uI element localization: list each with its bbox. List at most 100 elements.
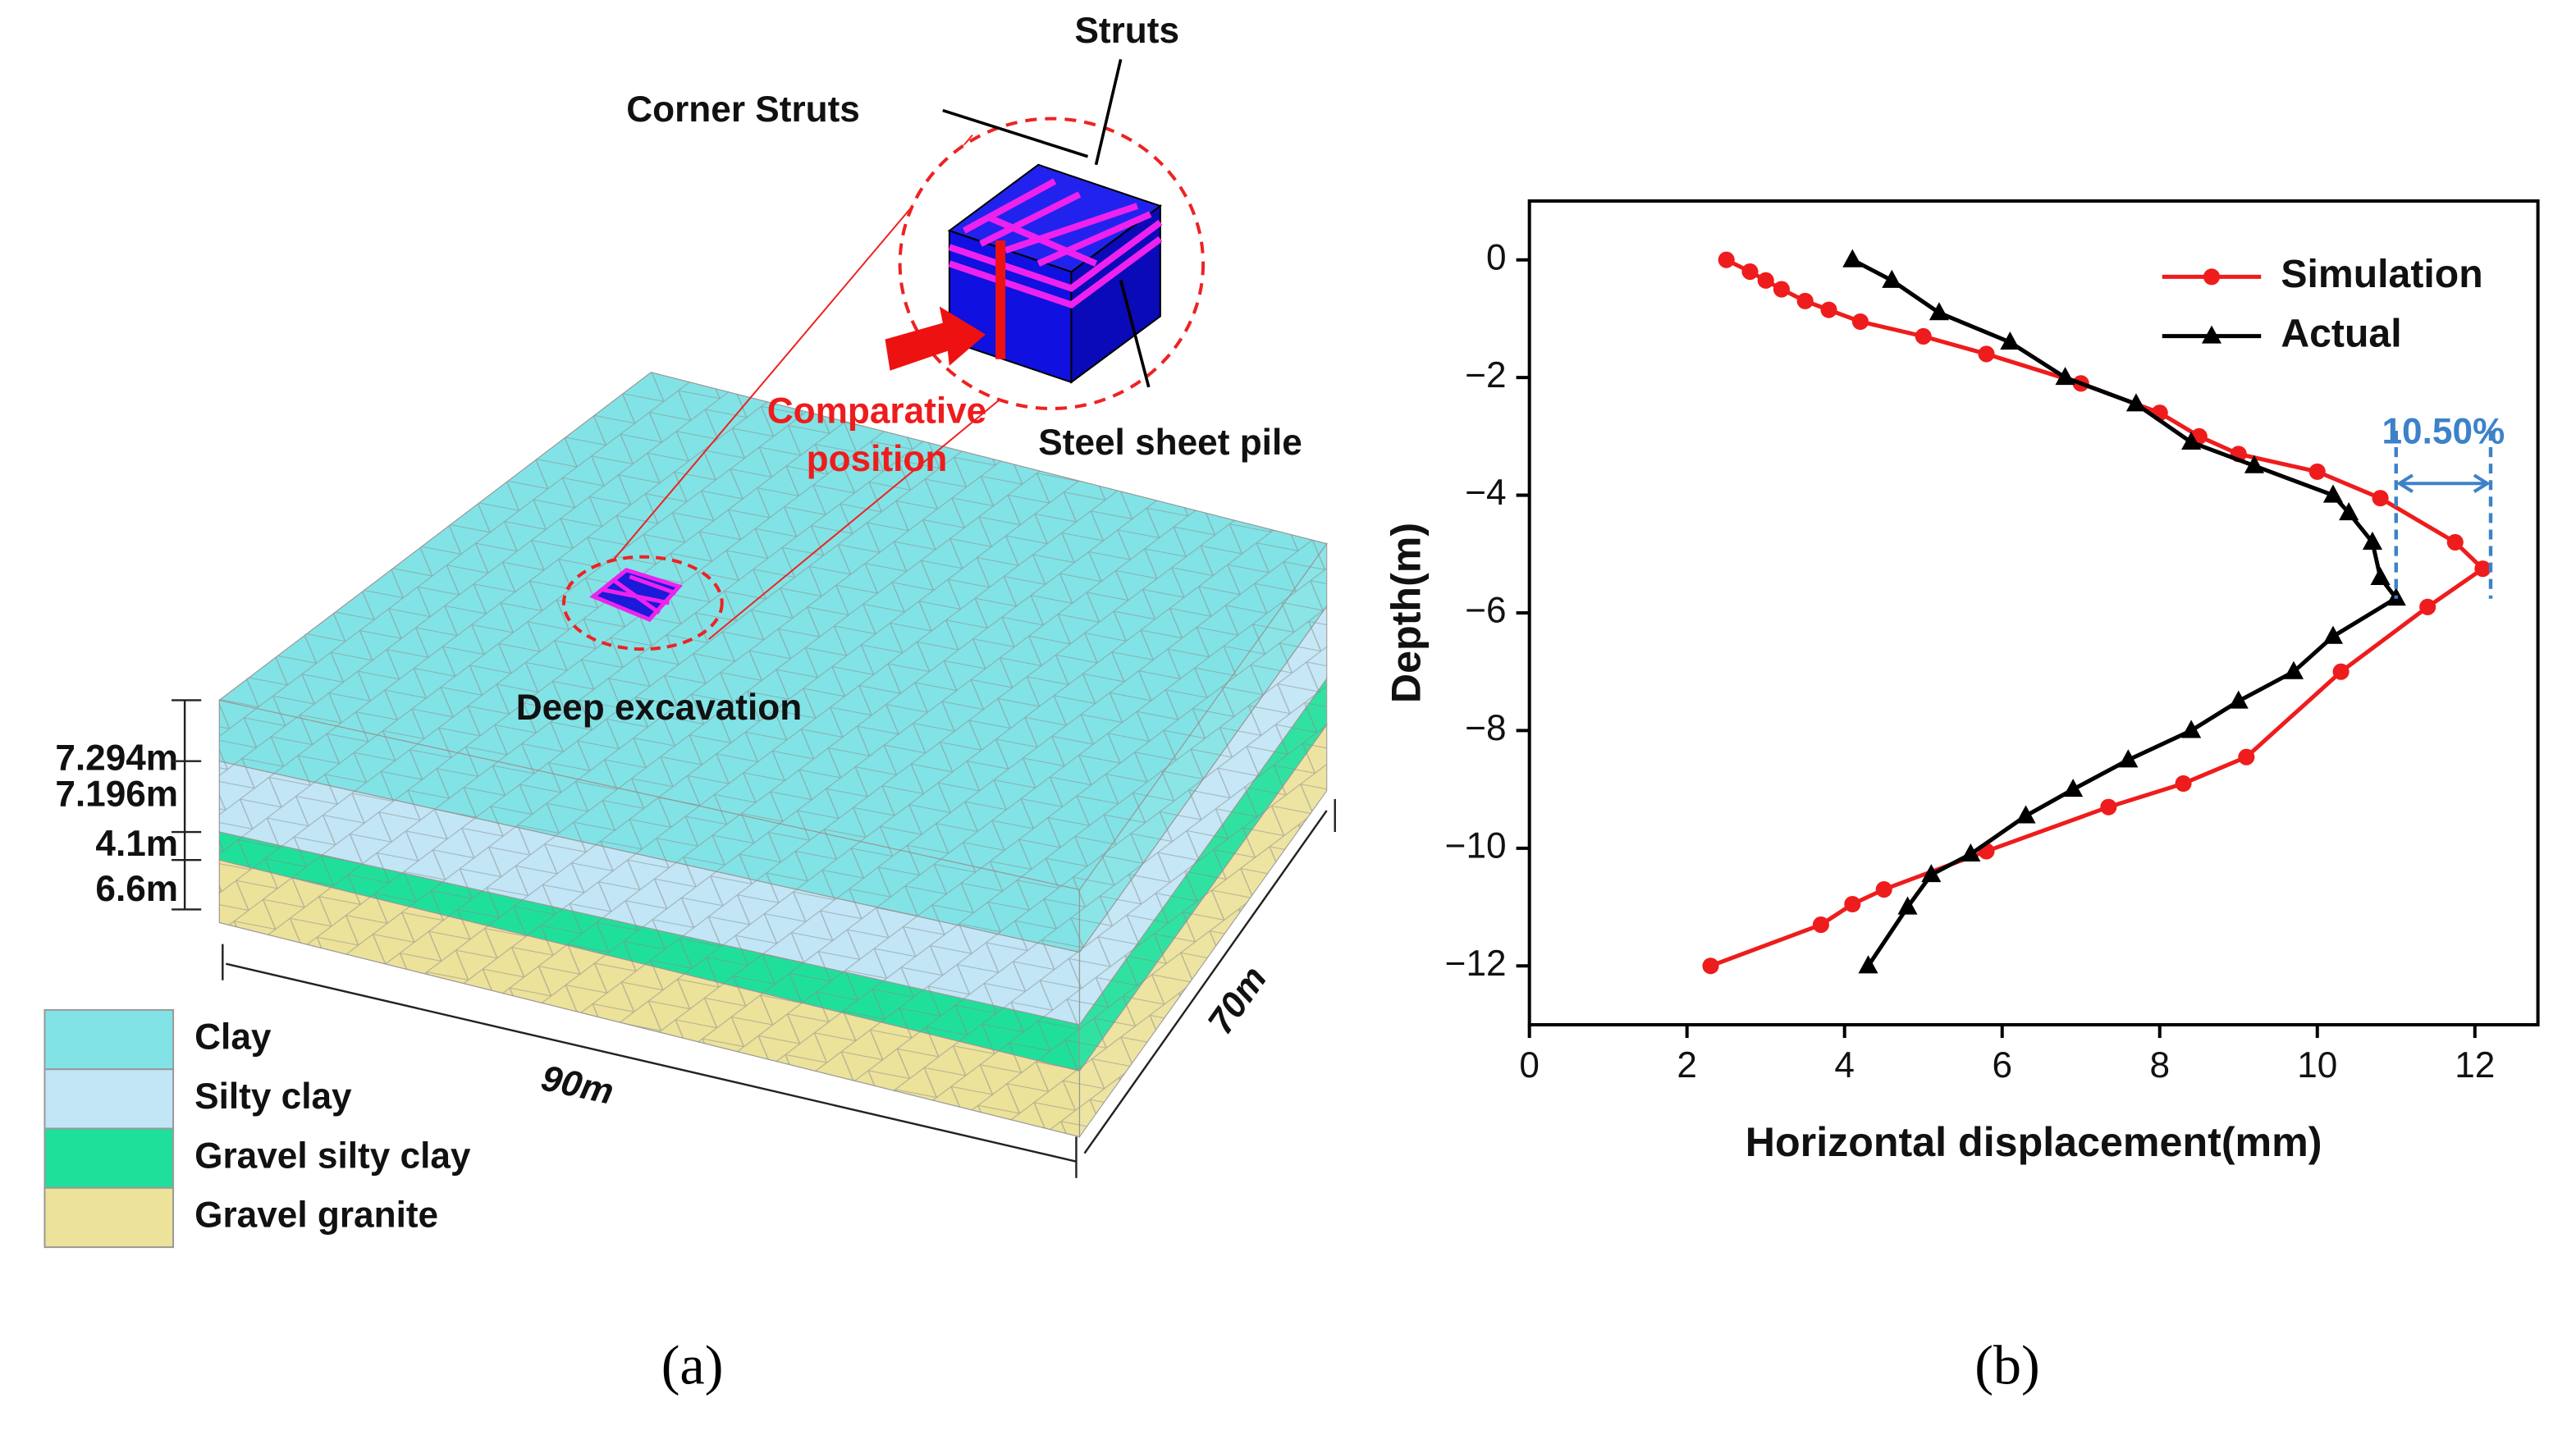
dimension-line: [172, 699, 202, 911]
y-tick-label: −8: [1465, 708, 1506, 748]
data-point: [2063, 779, 2084, 797]
data-point: [1741, 263, 1759, 281]
x-tick-label: 6: [1992, 1045, 2012, 1085]
label: Struts: [1074, 11, 1179, 51]
data-point: [2203, 268, 2221, 286]
data-point: [2000, 331, 2020, 350]
legend-swatch: [43, 1127, 175, 1189]
data-point: [1773, 281, 1790, 298]
data-point: [1844, 895, 1861, 913]
data-point: [2100, 798, 2117, 816]
data-point: [2446, 533, 2464, 551]
data-point: [2125, 393, 2146, 412]
legend-label: Silty clay: [194, 1076, 352, 1117]
caption: (a): [661, 1333, 724, 1396]
dimension: 70m: [1201, 959, 1275, 1042]
annotation-text: 10.50%: [2382, 412, 2505, 452]
y-tick-label: −6: [1465, 591, 1506, 631]
x-tick-label: 0: [1519, 1045, 1540, 1085]
thickness-label: 6.6m: [95, 869, 178, 909]
thickness-label: 4.1m: [95, 824, 178, 864]
y-axis-label: Depth(m): [1383, 523, 1429, 703]
arrow: [885, 306, 986, 371]
data-point: [2362, 531, 2383, 550]
data-point: [2283, 660, 2304, 679]
data-point: [2228, 690, 2249, 709]
data-point: [2322, 625, 2344, 644]
label: Deep excavation: [516, 688, 803, 728]
data-point: [1718, 251, 1735, 268]
data-point: [2055, 367, 2075, 386]
legend-label: Actual: [2281, 311, 2401, 355]
data-point: [1757, 272, 1774, 289]
legend-label: Clay: [194, 1017, 272, 1058]
label: position: [807, 439, 948, 479]
data-point: [2201, 325, 2222, 344]
struts: [602, 574, 677, 615]
data-point: [1882, 269, 1902, 288]
data-point: [1812, 916, 1829, 934]
caption: (b): [1974, 1333, 2040, 1396]
data-point: [2419, 598, 2436, 615]
dimension-line: [222, 798, 1336, 1178]
data-point: [2308, 463, 2326, 480]
data-point: [2244, 455, 2265, 473]
data-point: [2118, 749, 2139, 768]
diagram: 7.294m Clay 7.196m Silty clay 4.1m Gravel sil…: [43, 58, 1336, 1249]
legend-swatch: [43, 1068, 175, 1130]
annotation-arrow: [2396, 473, 2491, 493]
data-point: [1851, 313, 1869, 331]
data-point: [2322, 484, 2344, 503]
legend-label: Gravel silty clay: [194, 1136, 471, 1176]
data-point: [1915, 327, 1932, 345]
data-point: [1858, 955, 1878, 974]
data-point: [2016, 805, 2036, 824]
x-tick-label: 12: [2455, 1045, 2495, 1085]
data-point: [1842, 249, 1863, 267]
data-point: [2370, 566, 2391, 585]
data-point: [2339, 502, 2359, 521]
data-point: [1875, 881, 1892, 898]
x-tick-label: 8: [2149, 1045, 2170, 1085]
data-point: [2175, 775, 2192, 793]
mesh: [219, 832, 1080, 1072]
legend-label: Simulation: [2281, 252, 2482, 296]
data-point: [2332, 663, 2350, 680]
inset-struts: [948, 178, 1163, 308]
mesh: [1079, 606, 1327, 1025]
leaders: [942, 58, 1151, 388]
thickness-label: 7.196m: [55, 775, 178, 815]
mesh: [1079, 724, 1327, 1137]
x-tick-label: 10: [2297, 1045, 2337, 1085]
data-point: [1796, 292, 1814, 309]
data-point: [2474, 560, 2491, 578]
data-point: [1929, 302, 1949, 321]
dimension: 90m: [538, 1058, 617, 1112]
legend-label: Gravel granite: [194, 1195, 438, 1236]
data-line: [1851, 258, 2400, 967]
x-axis-label: Horizontal displacement(mm): [1746, 1119, 2322, 1165]
y-tick-label: 0: [1486, 237, 1507, 277]
data-point: [2181, 431, 2202, 450]
data-point: [2238, 748, 2255, 765]
mesh: [219, 761, 1080, 1025]
data-point: [1961, 843, 1981, 862]
x-tick-label: 2: [1677, 1045, 1697, 1085]
data-point: [1921, 864, 1942, 883]
label: Steel sheet pile: [1038, 423, 1302, 463]
mesh: [1079, 679, 1327, 1072]
y-tick-label: −12: [1445, 944, 1507, 984]
data-point: [1978, 345, 1995, 363]
mesh: [219, 700, 1080, 953]
x-tick-label: 4: [1834, 1045, 1855, 1085]
data-point: [1702, 957, 1719, 975]
legend-swatch: [43, 1008, 175, 1071]
data-point: [1897, 896, 1918, 915]
data-point: [2372, 490, 2389, 507]
y-tick-label: −4: [1465, 473, 1506, 513]
data-point: [1820, 301, 1837, 318]
mesh: [219, 372, 1327, 890]
chart: 0 2 4 6 8 10 12 0 −2 −4 −6 −8 −10 −12 Horizontal displ…: [1383, 199, 2540, 1165]
thickness-label: 7.294m: [55, 738, 178, 778]
